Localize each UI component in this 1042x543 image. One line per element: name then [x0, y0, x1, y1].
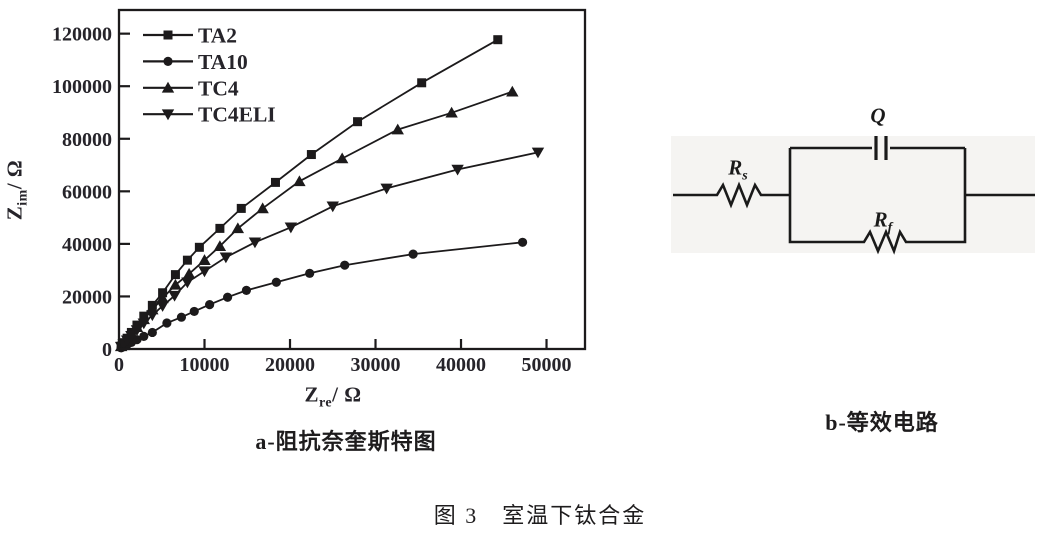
rf-branch [788, 148, 967, 255]
series-TC4ELI-marker [219, 252, 233, 264]
x-tick-label: 50000 [522, 354, 572, 376]
series-TC4-marker [156, 292, 169, 304]
series-TA10-marker [205, 299, 215, 310]
series-TA2-marker [194, 242, 204, 252]
series-TA10-marker [408, 249, 418, 259]
legend-marker-TA10 [163, 56, 173, 66]
series-TA10-marker [340, 260, 350, 270]
series-TA10-marker [176, 312, 187, 322]
x-tick-label: 0 [114, 354, 124, 376]
series-TC4ELI-marker [130, 325, 144, 337]
series-TC4-line [118, 90, 513, 350]
series-TC4ELI-marker [156, 301, 169, 312]
series-TA10-marker [517, 237, 528, 247]
x-tick-label: 40000 [436, 354, 486, 376]
series-TC4ELI-marker [326, 201, 339, 213]
series-TA10-line [118, 241, 523, 350]
x-tick-label: 30000 [351, 354, 401, 376]
series-TA2-marker [306, 150, 316, 160]
series-TA10-marker [305, 268, 315, 278]
legend-label-TC4: TC4 [198, 76, 239, 100]
series-TC4-marker [506, 85, 519, 97]
y-tick-label: 100000 [52, 76, 112, 98]
series-TA10-marker [139, 331, 149, 341]
caption-panel-b: b-等效电路 [825, 410, 939, 435]
series-TC4ELI-marker [380, 183, 393, 195]
nyquist-chart: 0 10000 20000 30000 40000 50000 0 20000 40000 600… [52, 8, 587, 376]
series-TC4ELI-marker [125, 331, 138, 342]
series-TC4ELI-marker [198, 266, 211, 278]
series-TA2-marker [270, 177, 280, 187]
rf-label: Rf [873, 207, 893, 236]
series-TA10-marker [222, 292, 233, 302]
series-TC4ELI-marker [531, 147, 545, 159]
series-TA10-marker [162, 318, 172, 328]
y-tick-label: 60000 [62, 181, 112, 203]
series-TC4-marker [256, 202, 269, 214]
legend-marker-TC4 [161, 81, 175, 93]
x-axis-label: Zre/ Ω [304, 382, 362, 411]
series-TC4ELI-marker [137, 318, 150, 330]
series-TA2-marker [236, 203, 246, 213]
series-TC4ELI-marker [451, 164, 464, 176]
series-TC4ELI-marker [146, 310, 159, 322]
x-tick-label: 10000 [180, 354, 230, 376]
series-TA2-marker [493, 35, 503, 45]
series-TC4ELI-marker [181, 277, 194, 289]
capacitor-q-label: Q [870, 103, 886, 128]
series-TA2-marker [215, 223, 225, 233]
series-TC4-marker [231, 222, 245, 234]
series-TA10-marker [147, 327, 157, 338]
y-tick-label: 0 [102, 339, 112, 361]
y-axis-label: Zim/ Ω [2, 159, 31, 221]
y-tick-label: 20000 [62, 286, 112, 308]
legend-label-TA2: TA2 [198, 24, 237, 48]
figure-caption: 图 3 室温下钛合金 [433, 503, 647, 528]
series-TC4-marker [198, 254, 211, 265]
legend-marker-TC4ELI [161, 109, 175, 121]
y-tick-label: 120000 [52, 24, 112, 46]
legend-label-TC4ELI: TC4ELI [198, 103, 276, 127]
series-TA10-marker [241, 285, 252, 295]
series-TC4-marker [213, 240, 227, 252]
legend-marker-TA2 [163, 30, 173, 40]
series-TC4-marker [169, 278, 182, 290]
caption-panel-a: a-阻抗奈奎斯特图 [255, 429, 437, 454]
series-TA2-marker [170, 270, 180, 280]
x-tick-label: 20000 [265, 354, 315, 376]
rs-label: Rs [728, 155, 748, 184]
series-TA2-line [118, 38, 499, 350]
series-TC4-marker [335, 152, 349, 164]
series-TA10-marker [271, 277, 281, 287]
rs-resistor [673, 181, 790, 209]
legend-label-TA10: TA10 [198, 50, 248, 74]
series-TC4-marker [293, 175, 306, 187]
series-TC4ELI-marker [284, 222, 298, 234]
plot-frame [117, 8, 587, 351]
series-TA10-marker [189, 306, 199, 317]
series-TA2-marker [182, 255, 192, 265]
series-TA2-marker [417, 78, 427, 88]
capacitor-icon [874, 136, 888, 160]
y-tick-label: 40000 [62, 234, 112, 256]
equivalent-circuit-diagram [671, 136, 1035, 255]
series-TC4ELI-marker [168, 290, 181, 302]
series-TC4-marker [445, 106, 458, 118]
series-TC4-marker [391, 123, 404, 135]
series-TC4ELI-marker [248, 237, 262, 249]
series-TA2-marker [353, 117, 363, 127]
y-tick-label: 80000 [62, 129, 112, 151]
series-TC4-marker [182, 267, 196, 279]
